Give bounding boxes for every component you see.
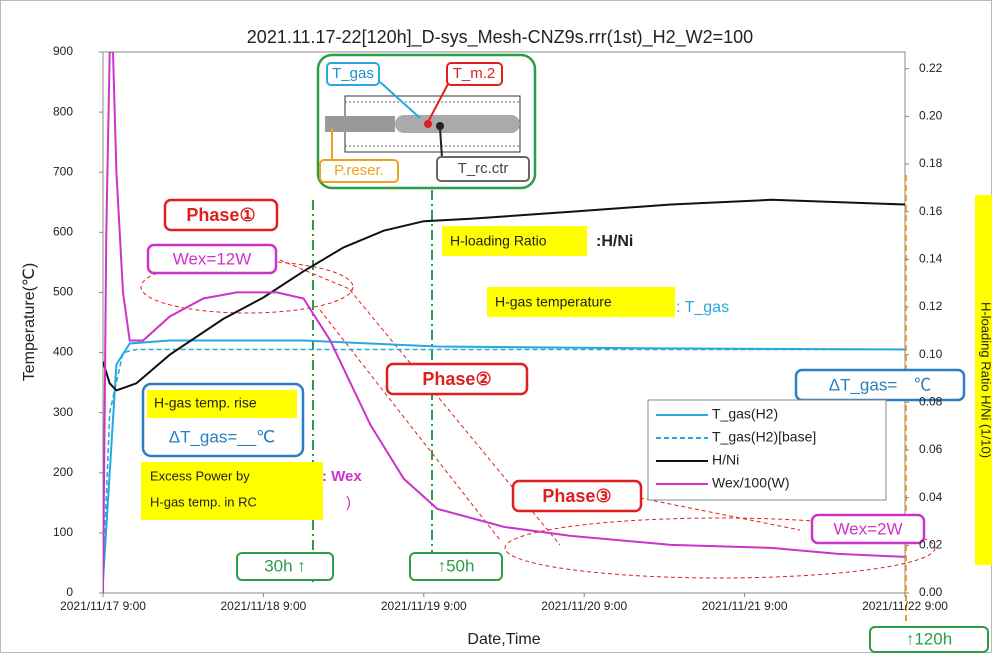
- y2-tick-label: 0.00: [919, 585, 943, 599]
- y-tick-label: 200: [53, 465, 73, 479]
- y2-tick-label: 0.18: [919, 156, 943, 170]
- y2-axis-label-group: H-loading Ratio H/Ni (1/10): [975, 195, 992, 565]
- y2-tick-label: 0.02: [919, 538, 943, 552]
- phase-label: Phase③: [542, 486, 611, 506]
- series-line: [103, 339, 905, 582]
- y-tick-label: 100: [53, 525, 73, 539]
- time-label: 30h ↑: [264, 556, 306, 575]
- wex-label: Wex=12W: [173, 249, 252, 268]
- y2-tick-label: 0.16: [919, 204, 943, 218]
- y-tick-label: 500: [53, 285, 73, 299]
- label-box: [326, 62, 380, 86]
- mesh: [395, 115, 520, 133]
- label-box: [446, 62, 503, 86]
- inset-diagram: T_gas T_m.2 P.reser. T_rc.ctr: [316, 53, 537, 190]
- series-line: [103, 52, 905, 593]
- note: : T_gas: [676, 299, 729, 316]
- legend-label: H/Ni: [712, 452, 739, 468]
- x-tick-label: 2021/11/19 9:00: [381, 599, 467, 613]
- y2-tick-label: 0.10: [919, 347, 943, 361]
- time-box: [409, 552, 503, 581]
- x-tick-label: 2021/11/21 9:00: [702, 599, 788, 613]
- highlight-ellipse: [504, 517, 936, 579]
- note: H-loading Ratio: [450, 233, 547, 249]
- note: H-gas temperature: [495, 294, 612, 310]
- series-line: [103, 198, 905, 392]
- x-tick-label: 2021/11/20 9:00: [541, 599, 627, 613]
- y-axis-label: Temperature(℃): [21, 263, 38, 381]
- y-tick-label: 600: [53, 225, 73, 239]
- x-tick-label: 2021/11/17 9:00: [60, 599, 146, 613]
- note: ): [346, 494, 351, 511]
- time-label: ↑50h: [438, 556, 475, 575]
- rod: [325, 116, 395, 132]
- series-layer: [103, 52, 905, 593]
- chart-title: 2021.11.17-22[120h]_D-sys_Mesh-CNZ9s.rrr…: [247, 27, 753, 48]
- sensor: [424, 120, 432, 128]
- highlight: [141, 462, 323, 520]
- highlight: [487, 287, 675, 317]
- y2-label-bg: [975, 195, 992, 565]
- note: ΔT_gas= ℃: [829, 375, 932, 394]
- series-line: [103, 348, 905, 582]
- y2-tick-label: 0.12: [919, 299, 943, 313]
- inset-label: T_m.2: [453, 65, 496, 82]
- y2-tick-label: 0.06: [919, 442, 943, 456]
- note: Excess Power by: [150, 468, 250, 483]
- time-label: ↑120h: [906, 629, 952, 648]
- legend-label: T_gas(H2)[base]: [712, 429, 816, 445]
- time-box: [869, 626, 989, 653]
- y-tick-label: 0: [66, 585, 73, 599]
- phase-box: [511, 479, 643, 513]
- sensor: [436, 122, 444, 130]
- wex-box: [810, 513, 926, 545]
- phase-box: [163, 198, 279, 232]
- wex-label: Wex=2W: [833, 519, 902, 538]
- legend: T_gas(H2) T_gas(H2)[base] H/Ni Wex/100(W): [647, 399, 887, 501]
- leader: [379, 81, 421, 119]
- y2-tick-label: 0.14: [919, 252, 943, 266]
- x-tick-label: 2021/11/22 9:00: [862, 599, 948, 613]
- phase-label: Phase②: [422, 369, 491, 389]
- legend-label: T_gas(H2): [712, 406, 778, 422]
- note: : Wex: [322, 468, 362, 485]
- plot-area: [102, 51, 906, 594]
- inset-label: T_gas: [332, 65, 374, 82]
- legend-label: Wex/100(W): [712, 475, 790, 491]
- phase-box: [385, 362, 529, 396]
- note: H-gas temp. rise: [154, 395, 257, 411]
- leader: [439, 127, 443, 159]
- y2-tick-label: 0.08: [919, 395, 943, 409]
- label-box: [436, 156, 530, 182]
- wex-box: [146, 243, 278, 275]
- highlight: [147, 390, 297, 418]
- note: :H/Ni: [596, 233, 633, 250]
- note: H-gas temp. in RC: [150, 494, 257, 509]
- y-tick-label: 300: [53, 405, 73, 419]
- y2-tick-label: 0.20: [919, 109, 943, 123]
- y-tick-label: 900: [53, 44, 73, 58]
- y-tick-label: 400: [53, 345, 73, 359]
- highlight: [442, 226, 587, 256]
- x-axis-label: Date,Time: [467, 631, 540, 648]
- x-tick-label: 2021/11/18 9:00: [220, 599, 306, 613]
- y-tick-label: 700: [53, 164, 73, 178]
- label-box: [319, 159, 399, 183]
- note: ΔT_gas=__℃: [169, 427, 276, 446]
- inset-label: P.reser.: [334, 162, 384, 179]
- y2-tick-label: 0.22: [919, 61, 943, 75]
- y2-tick-label: 0.04: [919, 490, 943, 504]
- leader-line: [279, 259, 801, 546]
- phase-label: Phase①: [186, 205, 255, 225]
- time-box: [236, 552, 334, 581]
- inset-label: T_rc.ctr: [458, 160, 509, 177]
- leader: [427, 83, 449, 123]
- y-tick-label: 800: [53, 104, 73, 118]
- y2-axis-label: H-loading Ratio H/Ni (1/10): [979, 302, 992, 458]
